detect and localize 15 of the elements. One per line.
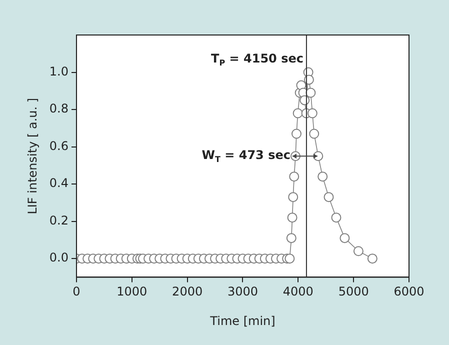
x-tick-label: 1000 xyxy=(116,284,148,299)
y-tick-label: 0.6 xyxy=(49,138,68,153)
x-tick-label: 5000 xyxy=(338,284,369,299)
x-axis-title: Time [min] xyxy=(209,314,276,328)
x-tick-label: 0 xyxy=(72,284,80,299)
y-tick-label: 0.4 xyxy=(49,176,68,190)
y-tick-label: 0.2 xyxy=(49,213,68,228)
x-tick-label: 3000 xyxy=(227,284,258,299)
y-axis-title: LIF intensity [ a.u. ] xyxy=(25,98,40,214)
y-tick-label: 0.8 xyxy=(49,102,68,116)
x-tick-label: 4000 xyxy=(282,284,314,299)
y-tick-label: 0.0 xyxy=(49,250,68,265)
x-tick-label: 6000 xyxy=(394,284,424,299)
y-tick-label: 1.0 xyxy=(49,64,68,78)
x-tick-label: 2000 xyxy=(172,284,203,299)
